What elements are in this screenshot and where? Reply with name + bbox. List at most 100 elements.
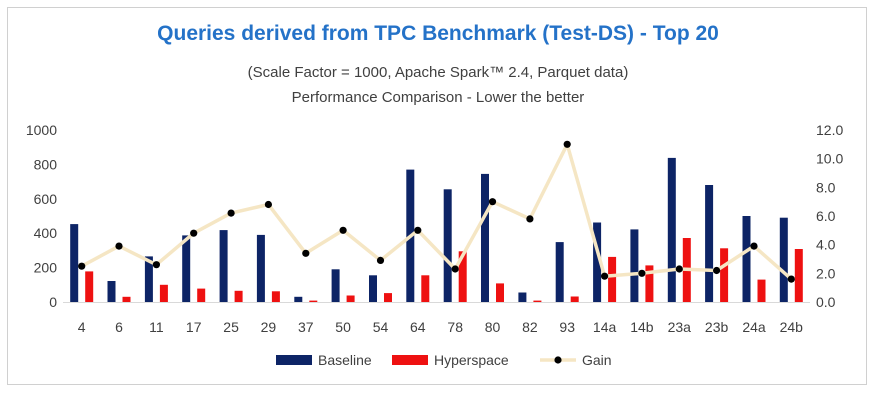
bar-hyperspace-80 [496,283,504,302]
bar-baseline-23b [705,185,714,302]
bar-baseline-11 [144,256,153,302]
x-tick-label: 23b [705,319,729,335]
chart-subtitle: (Scale Factor = 1000, Apache Spark™ 2.4,… [247,64,629,81]
y-right-tick-label: 4.0 [816,237,836,253]
gain-point-14a [601,272,609,280]
bar-hyperspace-11 [159,284,168,302]
bar-hyperspace-25 [234,290,243,302]
chart-frame [7,7,867,385]
y-left-tick-label: 800 [34,156,58,172]
gain-point-93 [563,140,571,148]
bar-baseline-29 [256,234,265,302]
gain-point-6 [115,242,123,250]
bar-hyperspace-64 [421,275,430,302]
bar-baseline-24a [742,216,751,302]
gain-point-82 [526,215,534,223]
x-tick-label: 54 [373,319,389,335]
gain-point-29 [264,200,272,209]
gain-point-11 [152,261,160,269]
bar-baseline-78 [443,189,452,302]
y-left-tick-label: 1000 [26,122,57,138]
bar-baseline-54 [369,275,377,302]
legend-marker-gain [554,356,562,364]
y-right-tick-label: 12.0 [816,122,843,138]
y-right-tick-label: 6.0 [816,208,836,224]
gain-point-50 [339,226,347,234]
legend-label-hyperspace: Hyperspace [434,352,509,368]
x-tick-label: 78 [447,319,463,335]
bar-baseline-4 [70,224,79,302]
gain-point-54 [376,256,385,264]
bar-hyperspace-17 [197,288,206,302]
bar-baseline-82 [518,292,527,302]
x-tick-label: 17 [186,319,202,335]
bar-hyperspace-6 [122,296,131,302]
x-tick-label: 80 [485,319,501,335]
bar-baseline-6 [107,281,116,302]
gain-point-24a [750,242,758,250]
x-tick-label: 4 [78,319,86,335]
x-tick-label: 24b [780,319,804,335]
bar-baseline-37 [294,296,303,302]
bar-hyperspace-24a [757,279,766,302]
y-right-tick-label: 0.0 [816,294,836,310]
y-right-tick-label: 2.0 [816,265,836,281]
y-left-tick-label: 200 [34,260,58,276]
x-tick-label: 93 [559,319,575,335]
gain-point-78 [451,265,459,273]
gain-point-17 [190,229,198,237]
bar-baseline-50 [331,269,340,302]
gain-point-24b [787,275,795,283]
x-tick-label: 24a [742,319,766,335]
legend-label-baseline: Baseline [318,352,372,368]
gain-point-4 [78,262,86,270]
x-tick-label: 82 [522,319,538,335]
y-right-tick-label: 8.0 [816,179,836,195]
bar-baseline-14b [630,229,639,302]
gain-point-23b [713,266,721,275]
bar-baseline-93 [555,242,564,302]
bar-baseline-24b [779,217,788,302]
x-tick-label: 6 [115,319,123,335]
bar-baseline-23a [667,157,676,302]
y-left-tick-label: 0 [49,294,57,310]
bar-baseline-14a [593,222,602,302]
x-tick-label: 25 [223,319,239,335]
x-tick-label: 50 [335,319,351,335]
y-left-tick-label: 400 [34,225,58,241]
gain-point-37 [302,249,310,257]
gain-point-80 [488,198,497,206]
bar-hyperspace-93 [570,296,579,302]
bar-hyperspace-14b [645,265,654,302]
chart-subtitle-secondary: Performance Comparison - Lower the bette… [291,89,585,106]
gain-series-line [80,142,793,281]
bar-hyperspace-14a [608,256,617,302]
x-tick-label: 64 [410,319,426,335]
x-tick-label: 14a [593,319,617,335]
bar-hyperspace-82 [533,300,542,302]
bar-hyperspace-24b [794,249,803,302]
gain-point-25 [227,209,235,217]
bar-hyperspace-4 [85,271,94,302]
gain-point-14b [638,269,646,277]
bar-baseline-80 [481,173,489,302]
x-tick-label: 23a [668,319,692,335]
bar-hyperspace-37 [309,300,318,302]
x-tick-label: 14b [630,319,654,335]
bar-hyperspace-23b [720,248,729,302]
bar-hyperspace-29 [271,291,280,302]
y-left-tick-label: 600 [34,191,58,207]
gain-point-64 [414,226,422,234]
legend-swatch-hyperspace [392,355,428,365]
bar-hyperspace-78 [458,251,467,302]
x-tick-label: 11 [149,319,164,335]
bar-baseline-17 [182,235,191,302]
y-right-tick-label: 10.0 [816,151,843,167]
bar-baseline-25 [219,230,228,302]
chart-title: Queries derived from TPC Benchmark (Test… [157,22,719,45]
legend-label-gain: Gain [582,352,612,368]
gain-point-23a [675,265,683,273]
bar-hyperspace-54 [384,293,392,302]
legend-swatch-baseline [276,355,312,365]
